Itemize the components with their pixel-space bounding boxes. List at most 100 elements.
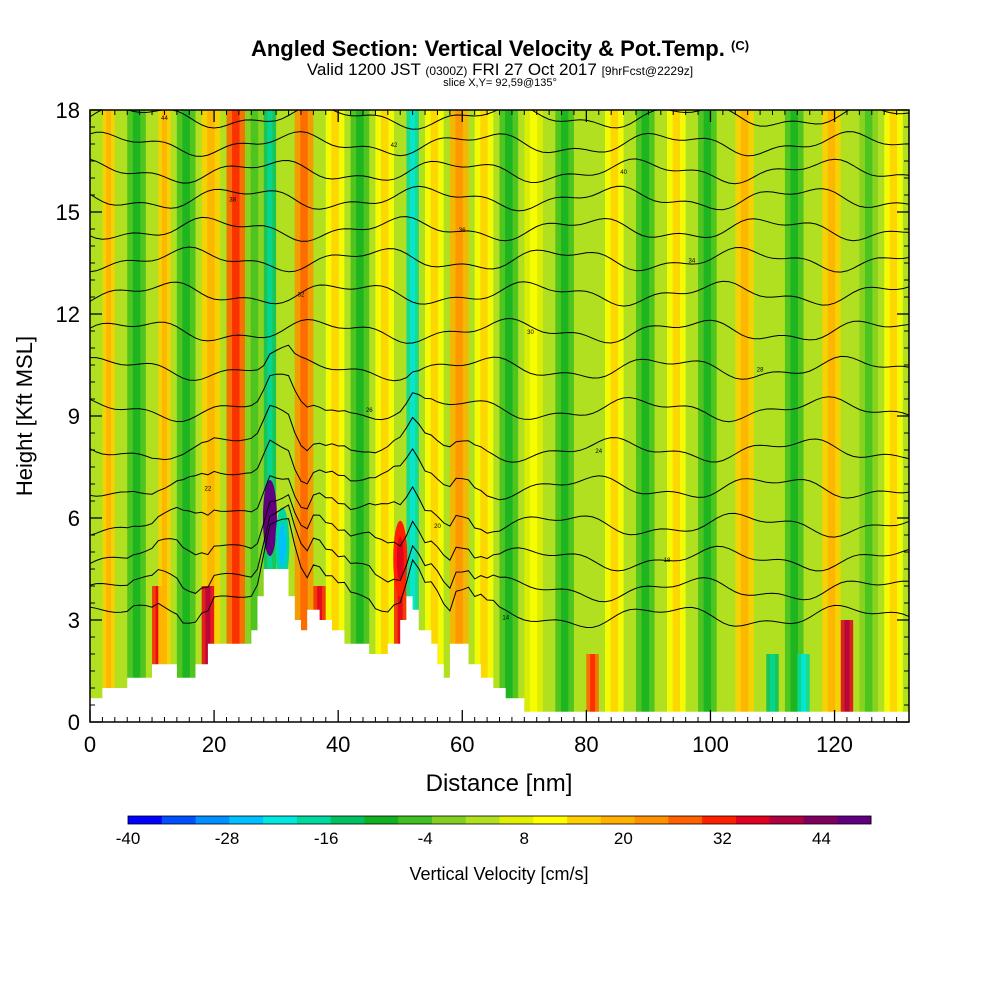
velocity-band-core <box>505 110 513 722</box>
velocity-band-core <box>889 110 898 722</box>
colorbar-swatch <box>567 816 602 824</box>
velocity-band-core <box>132 110 141 722</box>
velocity-band-core <box>232 110 240 722</box>
velocity-band-core <box>205 586 211 722</box>
x-tick-label: 20 <box>202 732 226 757</box>
colorbar-tick-label: -16 <box>314 829 339 848</box>
subtitle-date: FRI 27 Oct 2017 <box>472 60 597 79</box>
y-tick-label: 6 <box>68 506 80 531</box>
colorbar-tick-label: -28 <box>215 829 240 848</box>
theta-contour <box>90 216 909 242</box>
velocity-band-core <box>560 110 569 722</box>
velocity-band-core <box>770 654 775 722</box>
y-tick-label: 9 <box>68 404 80 429</box>
colorbar-swatch <box>837 816 872 824</box>
velocity-band-core <box>801 654 807 722</box>
colorbar-tick-label: 44 <box>812 829 831 848</box>
colorbar-swatch <box>364 816 399 824</box>
chart-title-tag: (C) <box>731 38 750 53</box>
theta-contour-label: 44 <box>161 116 168 122</box>
velocity-band-core <box>430 110 439 722</box>
colorbar-swatch <box>263 816 298 824</box>
colorbar-swatch <box>161 816 197 824</box>
x-tick-label: 100 <box>692 732 729 757</box>
theta-contour-label: 18 <box>664 558 671 564</box>
y-tick-label: 18 <box>56 98 80 123</box>
colorbar-swatch <box>465 816 500 824</box>
velocity-band-core <box>410 110 416 722</box>
theta-contour-label: 26 <box>366 408 373 414</box>
theta-contour-label: 36 <box>459 228 466 234</box>
theta-contour <box>90 185 909 212</box>
y-tick-label: 3 <box>68 608 80 633</box>
theta-contour <box>90 131 909 157</box>
x-axis-label: Distance [nm] <box>426 770 573 797</box>
theta-contour <box>90 158 909 185</box>
colorbar-swatch <box>431 816 467 824</box>
colorbar-frame <box>127 815 872 825</box>
theta-contour-label: 24 <box>595 449 602 455</box>
velocity-band-core <box>790 110 798 722</box>
terrain-mask <box>90 569 909 722</box>
colorbar-tick-label: -40 <box>116 829 141 848</box>
theta-contour-label: 40 <box>620 170 627 176</box>
velocity-band-core <box>331 110 339 722</box>
colorbar-swatch <box>229 816 264 824</box>
velocity-hotspot-core <box>278 523 286 568</box>
subtitle-forecast: [9hrFcst@2229z] <box>601 64 694 78</box>
theta-contour <box>90 280 909 307</box>
velocity-band-core <box>672 110 681 722</box>
velocity-band-core <box>610 110 619 722</box>
theta-contour <box>90 518 909 629</box>
theta-contour <box>90 404 909 463</box>
colorbar-label: Vertical Velocity [cm/s] <box>409 864 588 884</box>
colorbar-swatch <box>499 816 534 824</box>
velocity-band-core <box>250 110 259 722</box>
theta-contour <box>90 318 909 344</box>
chart-subtitle: Valid 1200 JST (0300Z) FRI 27 Oct 2017 [… <box>0 60 1000 80</box>
subtitle-utc: (0300Z) <box>425 64 468 78</box>
x-tick-label: 40 <box>326 732 350 757</box>
colorbar-swatch <box>668 816 703 824</box>
velocity-band-core <box>529 110 538 722</box>
theta-contour-label: 14 <box>502 616 509 622</box>
colorbar-tick-label: 32 <box>713 829 732 848</box>
velocity-band-core <box>267 110 273 722</box>
colorbar-swatch <box>330 816 365 824</box>
theta-contour-label: 34 <box>688 259 695 265</box>
colorbar-swatch <box>533 816 568 824</box>
theta-contour <box>90 373 909 423</box>
theta-contour <box>90 110 909 130</box>
velocity-band-core <box>641 110 650 722</box>
theta-contour-label: 32 <box>298 293 305 299</box>
theta-contour <box>90 504 909 603</box>
velocity-band-core <box>864 110 873 722</box>
velocity-band-core <box>356 110 364 722</box>
theta-contour <box>90 493 909 572</box>
velocity-band-core <box>300 110 308 722</box>
colorbar-swatch <box>398 816 433 824</box>
y-tick-label: 15 <box>56 200 80 225</box>
y-tick-label: 0 <box>68 710 80 735</box>
theta-contour-label: 42 <box>391 143 398 149</box>
theta-contour <box>90 474 909 538</box>
colorbar-swatch <box>634 816 669 824</box>
theta-contour <box>90 246 909 273</box>
colorbar-tick-label: 8 <box>520 829 529 848</box>
theta-contour-label: 22 <box>205 486 212 492</box>
colorbar-swatch <box>769 816 804 824</box>
theta-contour-label: 30 <box>527 330 534 336</box>
colorbar-swatch <box>702 816 737 824</box>
x-tick-label: 120 <box>816 732 853 757</box>
velocity-band-core <box>380 110 389 722</box>
colorbar-swatch <box>803 816 838 824</box>
velocity-band-core <box>827 110 836 722</box>
theta-contour-label: 20 <box>434 524 441 530</box>
velocity-band-core <box>106 110 112 722</box>
theta-contour <box>90 344 909 382</box>
x-tick-label: 0 <box>84 732 96 757</box>
chart-title-text: Angled Section: Vertical Velocity & Pot.… <box>250 36 725 61</box>
velocity-band-core <box>703 110 712 722</box>
